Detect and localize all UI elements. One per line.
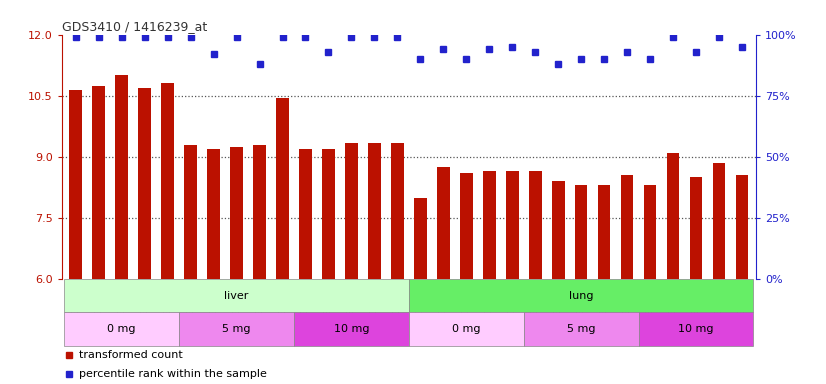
Text: 0 mg: 0 mg [452, 324, 481, 334]
Text: 0 mg: 0 mg [107, 324, 136, 334]
Bar [524, 312, 638, 346]
Bar [529, 171, 542, 279]
Bar [575, 185, 587, 279]
Bar [254, 145, 266, 279]
Bar [460, 173, 472, 279]
Bar [713, 163, 725, 279]
Text: percentile rank within the sample: percentile rank within the sample [79, 369, 267, 379]
Bar [391, 142, 404, 279]
Bar [409, 312, 524, 346]
Bar [184, 145, 197, 279]
Bar [598, 185, 610, 279]
Bar [116, 75, 128, 279]
Bar [414, 198, 427, 279]
Bar [552, 181, 564, 279]
Bar [276, 98, 289, 279]
Text: 10 mg: 10 mg [334, 324, 369, 334]
Bar [638, 312, 753, 346]
Bar [179, 312, 294, 346]
Bar [368, 142, 381, 279]
Text: 5 mg: 5 mg [567, 324, 596, 334]
Bar [138, 88, 151, 279]
Bar [294, 312, 409, 346]
Bar [483, 171, 496, 279]
Bar [409, 279, 753, 312]
Text: 5 mg: 5 mg [222, 324, 251, 334]
Bar [161, 83, 174, 279]
Bar [621, 175, 634, 279]
Bar [230, 147, 243, 279]
Text: GDS3410 / 1416239_at: GDS3410 / 1416239_at [62, 20, 207, 33]
Text: lung: lung [569, 291, 593, 301]
Bar [207, 149, 220, 279]
Bar [506, 171, 519, 279]
Bar [299, 149, 311, 279]
Bar [643, 185, 657, 279]
Bar [690, 177, 702, 279]
Text: transformed count: transformed count [79, 350, 183, 360]
Bar [64, 312, 179, 346]
Bar [736, 175, 748, 279]
Bar [667, 153, 680, 279]
Text: 10 mg: 10 mg [678, 324, 714, 334]
Bar [93, 86, 105, 279]
Bar [345, 142, 358, 279]
Text: liver: liver [225, 291, 249, 301]
Bar [437, 167, 449, 279]
Bar [322, 149, 335, 279]
Bar [64, 279, 409, 312]
Bar [69, 89, 82, 279]
